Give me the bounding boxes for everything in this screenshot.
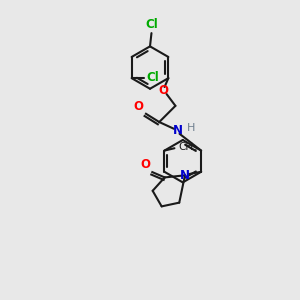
Text: N: N [172, 124, 182, 137]
Text: O: O [158, 84, 168, 97]
Text: O: O [140, 158, 150, 171]
Text: H: H [187, 123, 195, 133]
Text: Cl: Cl [146, 71, 159, 84]
Text: Cl: Cl [145, 18, 158, 31]
Text: CH₃: CH₃ [178, 142, 198, 152]
Text: O: O [134, 100, 144, 112]
Text: N: N [180, 169, 190, 182]
